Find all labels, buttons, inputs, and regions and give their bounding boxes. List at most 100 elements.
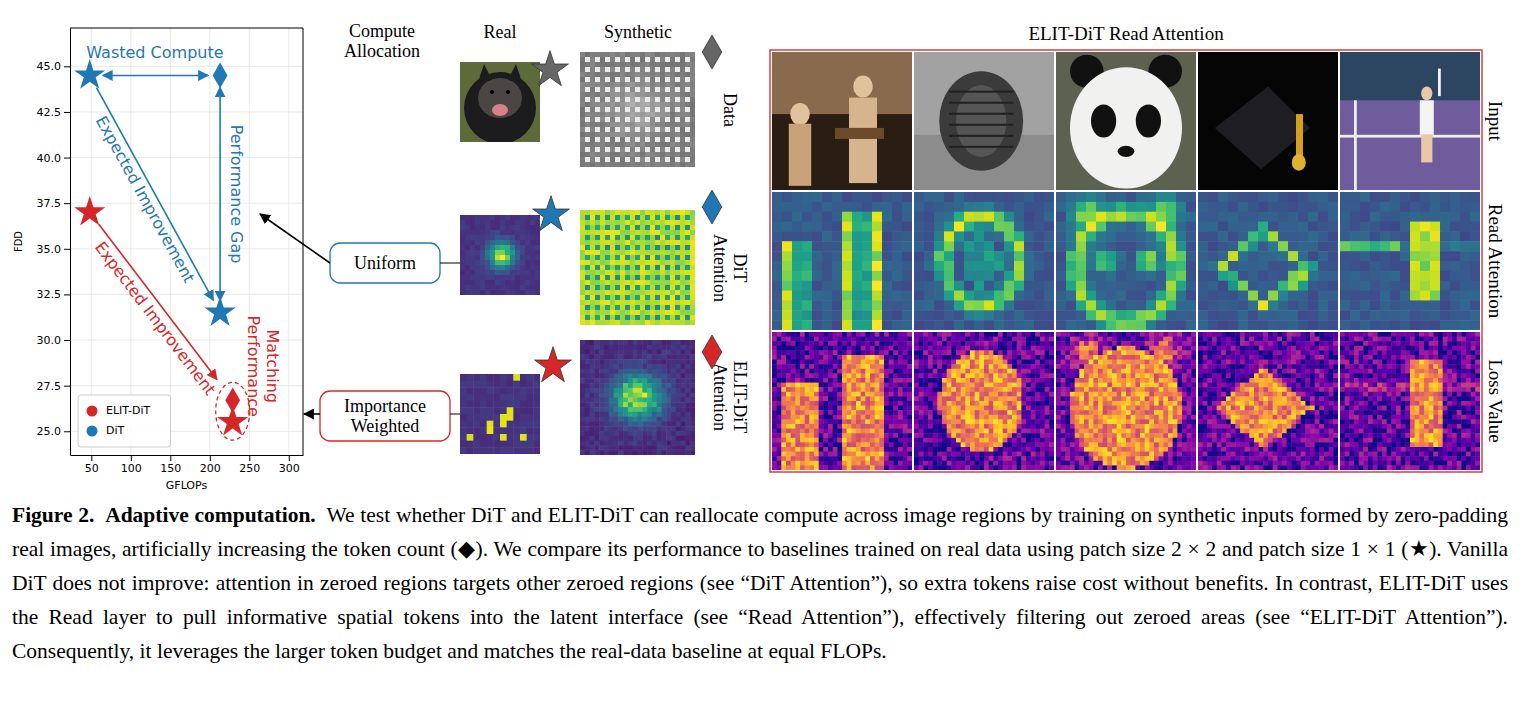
heatmap-cell bbox=[493, 387, 500, 394]
heatmap-cell bbox=[645, 92, 651, 98]
heatmap-cell bbox=[676, 369, 681, 374]
heatmap-cell bbox=[640, 102, 646, 108]
heatmap-cell bbox=[590, 398, 595, 403]
heatmap-cell bbox=[685, 402, 690, 407]
heatmap-cell bbox=[640, 245, 646, 251]
heatmap-cell bbox=[690, 157, 695, 163]
heatmap-cell bbox=[680, 147, 686, 153]
heatmap-cell bbox=[615, 265, 621, 271]
heatmap-cell bbox=[623, 407, 628, 412]
heatmap-cell bbox=[660, 142, 666, 148]
heatmap-cell bbox=[690, 122, 695, 128]
heatmap-cell bbox=[645, 230, 651, 236]
heatmap-cell bbox=[625, 117, 631, 123]
heatmap-cell bbox=[605, 152, 611, 158]
heatmap-cell bbox=[580, 305, 586, 311]
heatmap-cell bbox=[685, 52, 691, 58]
x-axis-title: GFLOPs bbox=[166, 479, 208, 492]
heatmap-cell bbox=[652, 364, 657, 369]
heatmap-cell bbox=[620, 290, 626, 296]
heatmap-cell bbox=[625, 67, 631, 73]
heatmap-cell bbox=[670, 152, 676, 158]
heatmap-cell bbox=[640, 270, 646, 276]
heatmap-cell bbox=[650, 77, 656, 83]
heatmap-cell bbox=[681, 407, 686, 412]
legend-label: ELIT-DiT bbox=[106, 404, 151, 417]
heatmap-cell bbox=[635, 320, 641, 325]
heatmap-cell bbox=[660, 117, 666, 123]
heatmap-cell bbox=[605, 315, 611, 321]
heatmap-cell bbox=[657, 345, 662, 350]
heatmap-cell bbox=[661, 407, 666, 412]
heatmap-cell bbox=[650, 310, 656, 316]
heatmap-cell bbox=[580, 350, 585, 355]
heatmap-cell bbox=[690, 245, 695, 251]
heatmap-cell bbox=[535, 270, 540, 276]
heatmap-cell bbox=[690, 250, 695, 256]
heatmap-cell bbox=[623, 369, 628, 374]
heatmap-cell bbox=[666, 374, 671, 379]
heatmap-cell bbox=[609, 407, 614, 412]
heatmap-cell bbox=[580, 407, 585, 412]
heatmap-cell bbox=[580, 112, 586, 118]
heatmap-cell bbox=[620, 255, 626, 261]
heatmap-cell bbox=[590, 340, 595, 345]
x-axis-line bbox=[71, 455, 304, 456]
heatmap-cell bbox=[500, 407, 507, 414]
heatmap-cell bbox=[635, 230, 641, 236]
heatmap-cell bbox=[645, 245, 651, 251]
heatmap-cell bbox=[645, 305, 651, 311]
heatmap-cell bbox=[594, 402, 599, 407]
heatmap-cell bbox=[500, 387, 507, 394]
heatmap-cell bbox=[640, 295, 646, 301]
heatmap-cell bbox=[635, 97, 641, 103]
heatmap-cell bbox=[640, 122, 646, 128]
heatmap-cell bbox=[600, 142, 606, 148]
heatmap-cell bbox=[630, 230, 636, 236]
heatmap-cell bbox=[690, 52, 695, 58]
x-tick-mark bbox=[170, 455, 171, 461]
heatmap-cell bbox=[650, 57, 656, 63]
heatmap-cell bbox=[505, 270, 511, 276]
x-tick-mark bbox=[289, 455, 290, 461]
heatmap-cell bbox=[665, 270, 671, 276]
heatmap-cell bbox=[585, 378, 590, 383]
heatmap-cell bbox=[633, 383, 638, 388]
heatmap-cell bbox=[604, 421, 609, 426]
heatmap-cell bbox=[585, 383, 590, 388]
heatmap-cell bbox=[642, 369, 647, 374]
heatmap-cell bbox=[615, 290, 621, 296]
heatmap-cell bbox=[595, 255, 601, 261]
heatmap-cell bbox=[604, 340, 609, 345]
heatmap-cell bbox=[635, 240, 641, 246]
heatmap-cell bbox=[675, 127, 681, 133]
heatmap-cell bbox=[620, 315, 626, 321]
heatmap-cell bbox=[530, 215, 536, 221]
heatmap-cell bbox=[610, 97, 616, 103]
heatmap-cell bbox=[660, 112, 666, 118]
heatmap-cell bbox=[505, 260, 511, 266]
heatmap-cell bbox=[660, 265, 666, 271]
heatmap-cell bbox=[640, 112, 646, 118]
heatmap-cell bbox=[470, 230, 476, 236]
heatmap-cell bbox=[685, 290, 691, 296]
heatmap-cell bbox=[610, 305, 616, 311]
heatmap-cell bbox=[580, 383, 585, 388]
heatmap-cell bbox=[527, 381, 534, 388]
heatmap-cell bbox=[645, 315, 651, 321]
heatmap-cell bbox=[625, 87, 631, 93]
heatmap-cell bbox=[652, 374, 657, 379]
annotations: Wasted ComputePerformance GapExpected Im… bbox=[86, 43, 282, 440]
heatmap-cell bbox=[628, 402, 633, 407]
heatmap-cell bbox=[590, 210, 596, 216]
heatmap-cell bbox=[475, 225, 481, 231]
heatmap-cell bbox=[480, 255, 486, 261]
heatmap-cell bbox=[515, 250, 521, 256]
heatmap-cell bbox=[460, 421, 467, 428]
heatmap-cell bbox=[685, 354, 690, 359]
heatmap-cell bbox=[505, 250, 511, 256]
heatmap-cell bbox=[610, 320, 616, 325]
heatmap-cell bbox=[615, 260, 621, 266]
heatmap-cell bbox=[635, 215, 641, 221]
heatmap-cell bbox=[647, 359, 652, 364]
